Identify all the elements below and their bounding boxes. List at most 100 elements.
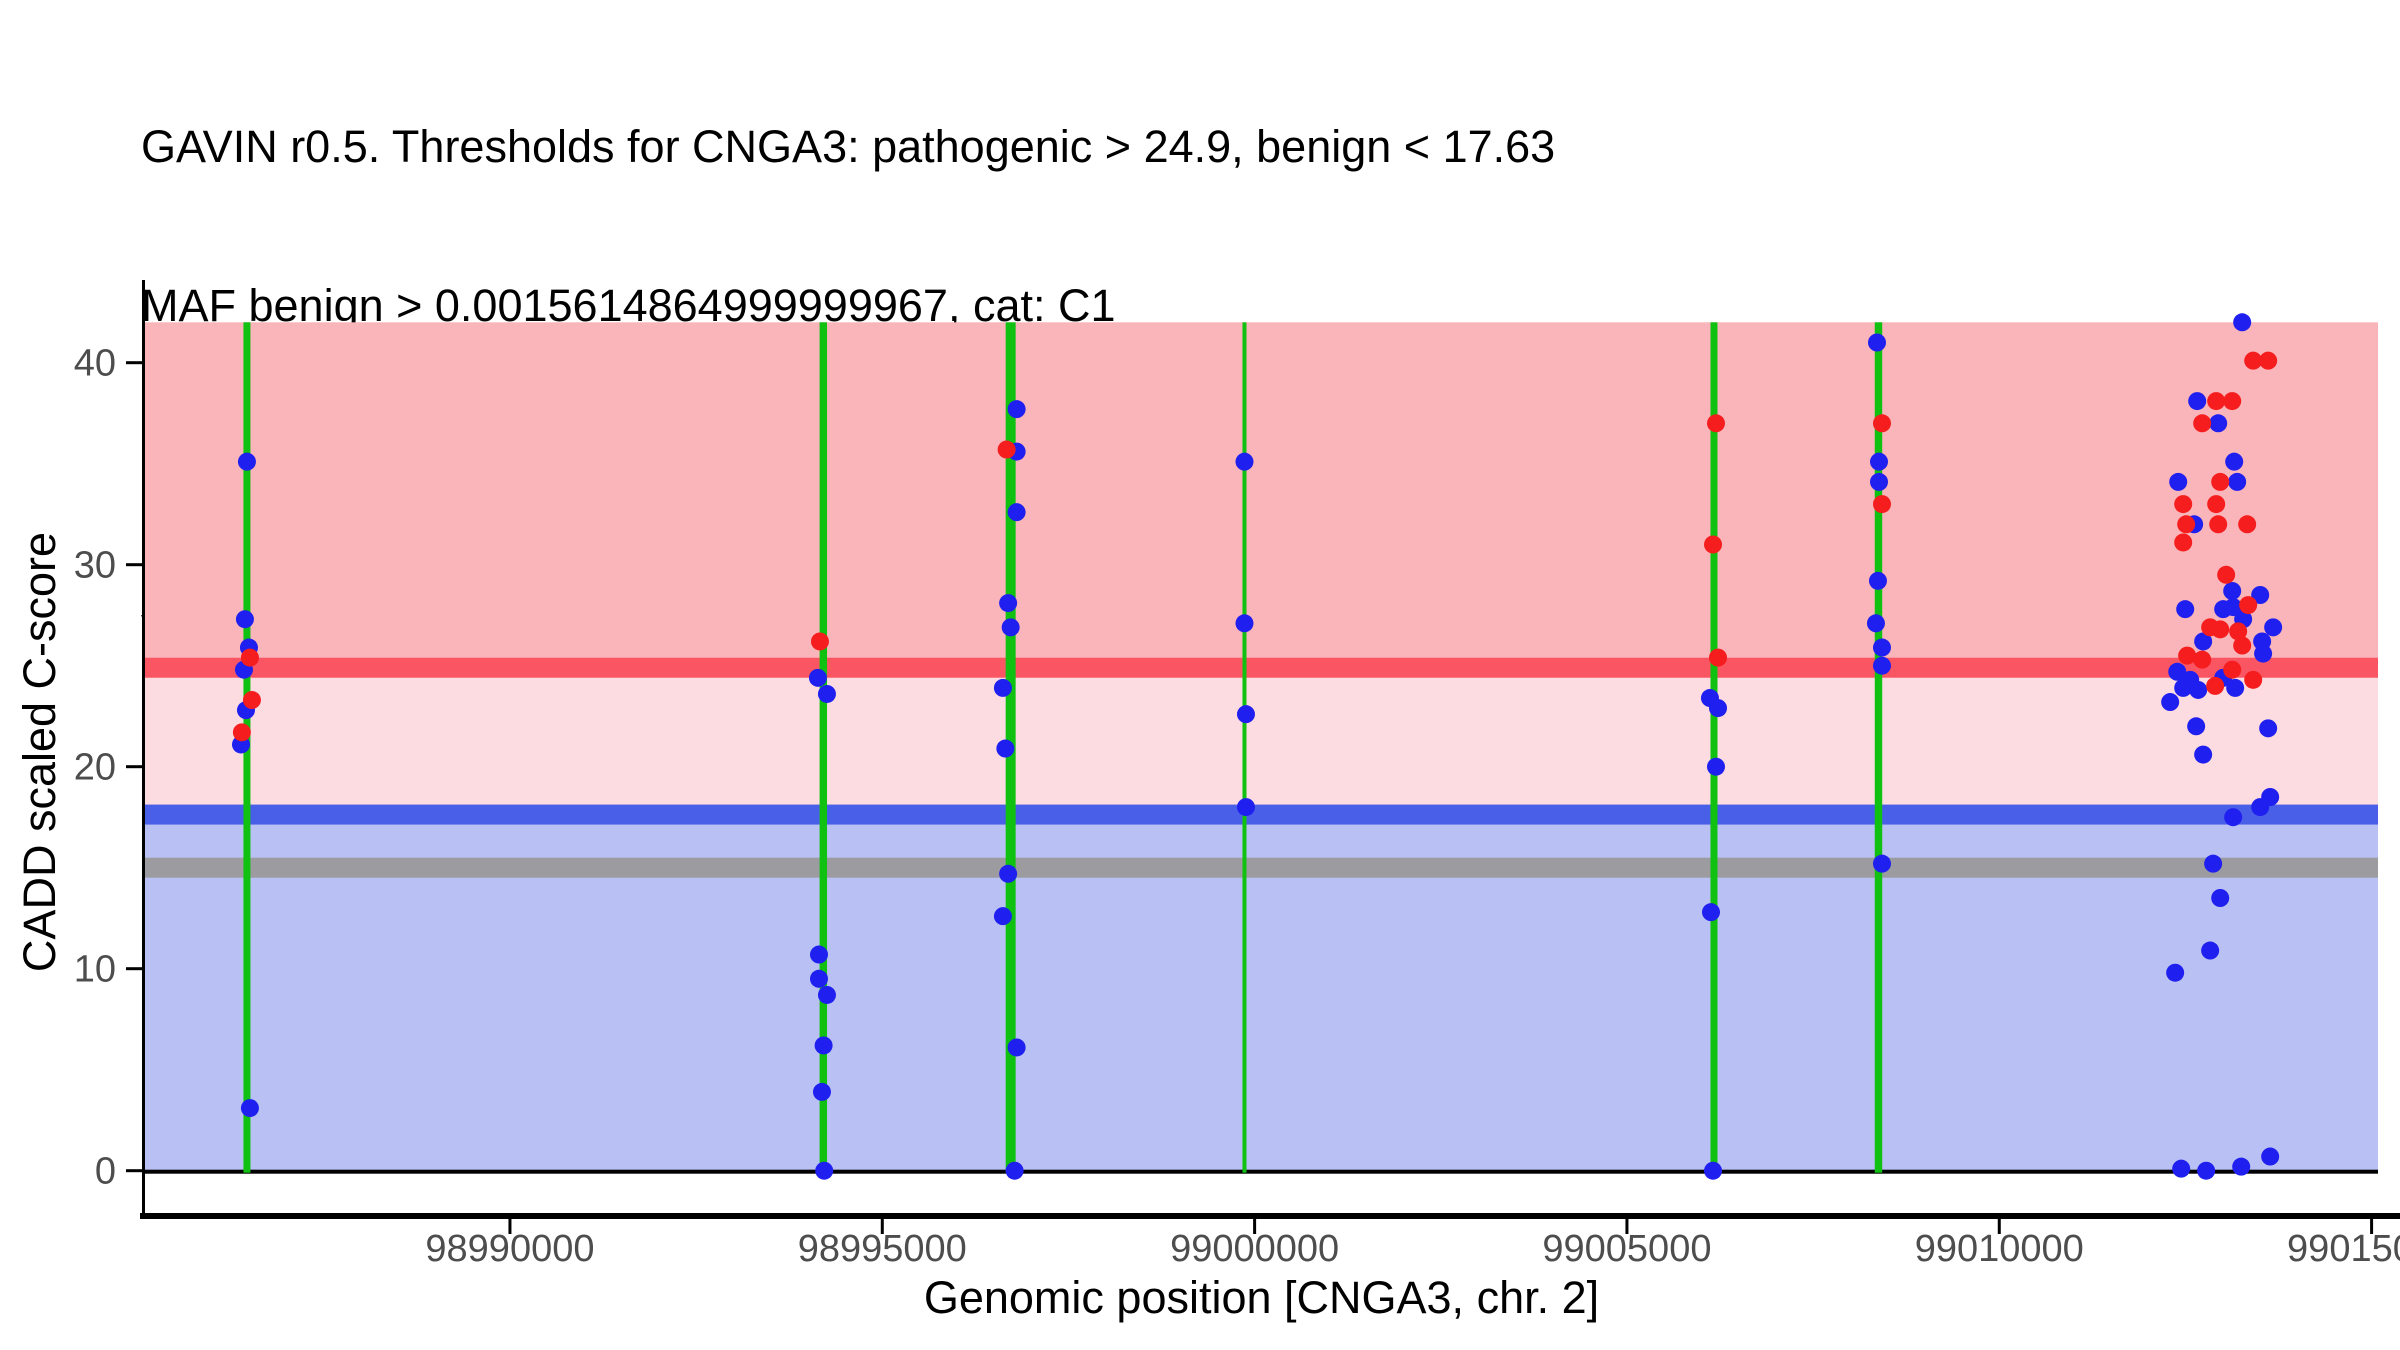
variant-point (2194, 745, 2213, 764)
variant-point (237, 452, 256, 471)
variant-point (1007, 1038, 1026, 1057)
variant-point (1870, 452, 1889, 471)
variant-point (232, 723, 251, 742)
x-axis-tick-label: 98990000 (425, 1228, 594, 1270)
x-axis-tick (1997, 1219, 2001, 1234)
variant-point (2207, 495, 2226, 514)
variant-point (1872, 414, 1891, 433)
refseq-exon-line (1874, 322, 1883, 1173)
variant-point (1872, 656, 1891, 675)
variant-point (815, 1161, 834, 1180)
variant-point (2217, 565, 2236, 584)
x-axis-tick-label: 99000000 (1170, 1228, 1339, 1270)
variant-point (2232, 1157, 2251, 1176)
variant-point (1870, 472, 1889, 491)
variant-point (2209, 414, 2228, 433)
variant-point (1007, 400, 1026, 419)
variant-point (2169, 472, 2188, 491)
vous-region-band (145, 667, 2378, 815)
variant-point (2178, 646, 2197, 665)
y-axis-tick (126, 765, 142, 769)
variant-point (2244, 670, 2263, 689)
refseq-exon-line (819, 322, 828, 1173)
variant-point (2204, 854, 2223, 873)
variant-point (2244, 351, 2263, 370)
y-axis-tick (126, 1169, 142, 1173)
variant-point (999, 594, 1018, 613)
variant-point (817, 985, 836, 1004)
variant-point (2176, 600, 2195, 619)
variant-point (1709, 699, 1728, 718)
variant-point (1709, 648, 1728, 667)
variant-point (2174, 495, 2193, 514)
variant-point (1235, 614, 1254, 633)
variant-point (2226, 678, 2245, 697)
variant-point (2189, 680, 2208, 699)
variant-point (2224, 808, 2243, 827)
variant-point (242, 691, 261, 710)
variant-point (997, 440, 1016, 459)
variant-point (999, 864, 1018, 883)
y-axis-tick-label: 0 (95, 1151, 116, 1193)
variant-point (1867, 333, 1886, 352)
variant-point (809, 945, 828, 964)
variant-point (1872, 638, 1891, 657)
variant-point (1866, 614, 1885, 633)
x-axis-tick-label: 99010000 (1915, 1228, 2084, 1270)
x-axis-tick (1625, 1219, 1629, 1234)
variant-point (1707, 757, 1726, 776)
variant-point (2259, 719, 2278, 738)
variant-point (2209, 515, 2228, 534)
pathogenic-threshold-line (145, 657, 2378, 678)
variant-point (2261, 1147, 2280, 1166)
variant-point (996, 739, 1015, 758)
x-axis-tick (1253, 1219, 1257, 1234)
refseq-exon-line (1242, 322, 1247, 1173)
variant-point (235, 610, 254, 629)
variant-point (2168, 662, 2187, 681)
variant-point (2233, 636, 2252, 655)
variant-point (2251, 586, 2270, 604)
variant-point (2225, 452, 2244, 471)
variant-point (2211, 472, 2230, 491)
x-axis-tick (2370, 1219, 2374, 1234)
variant-point (2172, 1159, 2191, 1178)
variant-point (1236, 705, 1255, 724)
variant-point (2193, 650, 2212, 669)
zero-baseline (145, 1169, 2378, 1174)
y-axis-tick (126, 361, 142, 365)
refseq-exon-line (1710, 322, 1718, 1173)
variant-point (2224, 598, 2243, 617)
variant-point (2187, 717, 2206, 736)
variant-point (2239, 596, 2258, 615)
variant-point (2201, 941, 2220, 960)
variant-point (2238, 515, 2257, 534)
variant-point (809, 969, 828, 988)
variant-point (2251, 798, 2270, 817)
benign-threshold-line (145, 804, 2378, 825)
variant-point (2223, 392, 2242, 411)
y-axis-tick (126, 967, 142, 971)
variant-point (2211, 889, 2230, 907)
variant-point (2228, 472, 2247, 491)
variant-point (2206, 676, 2225, 695)
variant-point (817, 684, 836, 703)
variant-point (2229, 622, 2248, 641)
variant-point (812, 1082, 831, 1101)
variant-point (2174, 533, 2193, 552)
y-axis-tick-label: 20 (74, 747, 116, 789)
y-axis-tick (126, 563, 142, 567)
variant-point (2197, 1161, 2216, 1180)
variant-point (2177, 515, 2196, 534)
y-axis-tick-label: 30 (74, 545, 116, 587)
variant-point (1702, 903, 1721, 922)
x-axis-tick-label: 99015000 (2287, 1228, 2400, 1270)
y-axis-line (142, 280, 145, 1219)
variant-point (2223, 581, 2242, 600)
x-axis-title: Genomic position [CNGA3, chr. 2] (923, 1272, 1600, 1323)
y-axis-title: CADD scaled C-score (14, 531, 65, 973)
variant-point (2161, 693, 2180, 712)
variant-point (2174, 678, 2193, 697)
